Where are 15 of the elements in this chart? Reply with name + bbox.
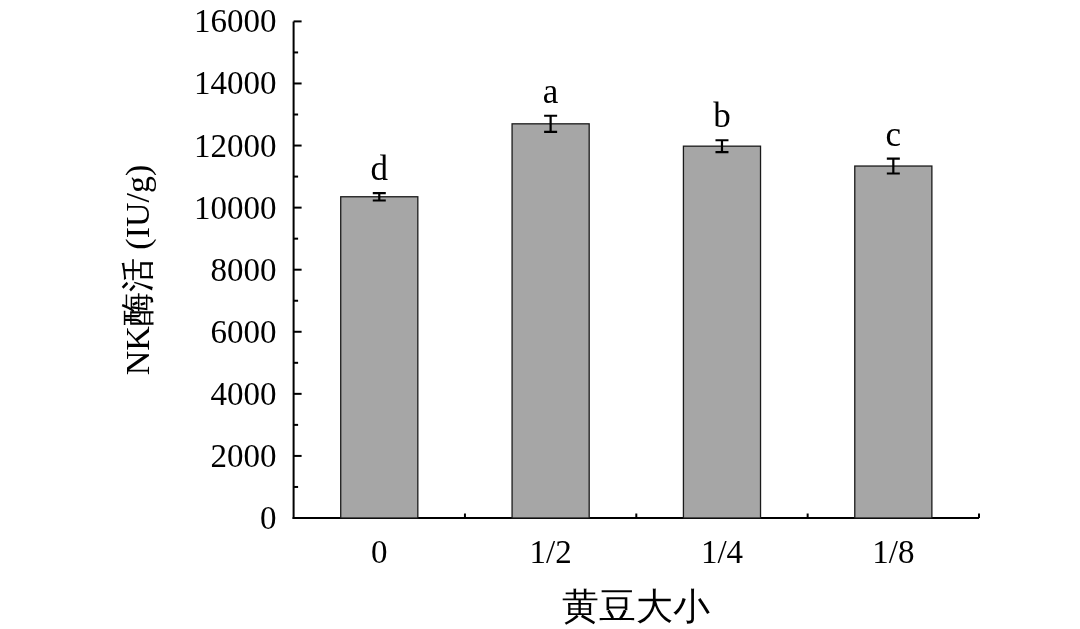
x-tick-label: 1/4 — [700, 534, 744, 570]
y-tick-label: 10000 — [194, 189, 277, 226]
y-tick-label: 14000 — [194, 65, 277, 102]
x-tick-label: 1/2 — [529, 534, 572, 570]
y-axis-title: NK酶活 (IU/g) — [118, 164, 157, 376]
y-tick-label: 6000 — [210, 313, 277, 350]
y-tick-label: 12000 — [194, 127, 277, 164]
x-axis-title: 黄豆大小 — [562, 585, 711, 627]
y-tick-label: 16000 — [194, 3, 277, 40]
y-tick-label: 4000 — [210, 375, 277, 412]
y-tick-label: 8000 — [210, 251, 277, 288]
y-tick-label: 2000 — [210, 437, 277, 474]
x-tick-label: 1/8 — [872, 534, 915, 570]
x-tick-label: 0 — [371, 534, 388, 570]
y-tick-label: 0 — [260, 500, 277, 536]
